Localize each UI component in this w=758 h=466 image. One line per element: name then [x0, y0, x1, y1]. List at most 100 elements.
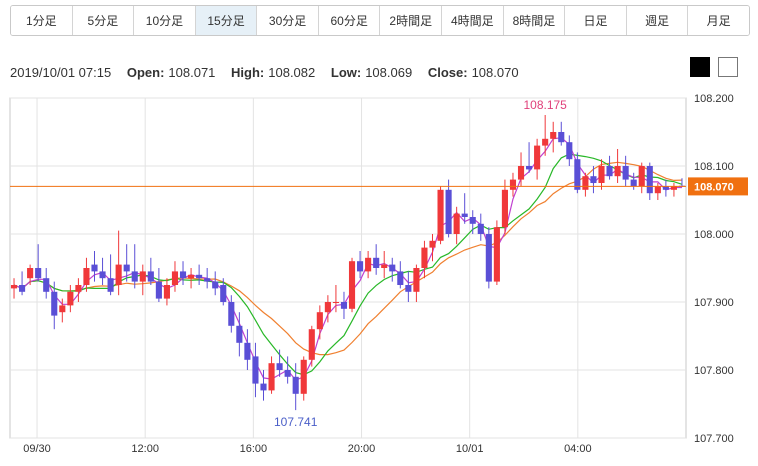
candle-body — [155, 281, 162, 299]
tab-1[interactable]: 5分足 — [72, 6, 135, 35]
x-tick-label: 16:00 — [240, 443, 268, 455]
candle-body — [534, 145, 541, 170]
candle-body — [260, 383, 267, 391]
candle-body — [574, 159, 581, 190]
candle-body — [421, 247, 428, 268]
tab-0[interactable]: 1分足 — [11, 6, 73, 35]
tab-3[interactable]: 15分足 — [195, 6, 258, 35]
y-tick-label: 107.800 — [694, 365, 734, 377]
y-tick-label: 108.100 — [694, 161, 734, 173]
candle-body — [365, 257, 372, 272]
candle-body — [276, 363, 283, 370]
tab-6[interactable]: 2時間足 — [380, 6, 443, 35]
min-annotation: 107.741 — [274, 415, 318, 429]
candle-body — [340, 302, 348, 309]
tab-10[interactable]: 週足 — [626, 6, 689, 35]
candle-body — [188, 274, 195, 279]
black-theme-icon[interactable] — [690, 57, 710, 77]
candle-body — [107, 278, 114, 292]
candle-body — [300, 359, 307, 394]
tab-8[interactable]: 8時間足 — [503, 6, 566, 35]
y-tick-label: 107.900 — [694, 297, 734, 309]
white-theme-icon[interactable] — [718, 57, 738, 77]
candle-body — [429, 240, 436, 248]
candle-body — [123, 264, 130, 272]
candle-body — [550, 132, 557, 139]
candle-body — [252, 356, 259, 384]
candle-body — [670, 186, 677, 190]
candle-body — [389, 264, 396, 272]
candle-body — [91, 264, 98, 272]
candle-body — [163, 285, 170, 299]
y-tick-label: 107.700 — [694, 433, 734, 445]
candle-body — [381, 264, 388, 268]
candle-body — [19, 285, 26, 292]
candle-body — [477, 223, 484, 234]
candle-body — [83, 268, 90, 285]
y-tick-label: 108.000 — [694, 229, 734, 241]
candle-body — [228, 302, 235, 326]
candle-body — [75, 285, 82, 292]
candle-body — [357, 261, 364, 272]
candle-body — [131, 271, 138, 282]
x-tick-label: 20:00 — [348, 443, 376, 455]
candle-body — [179, 271, 187, 279]
candle-body — [638, 166, 645, 187]
candle-body — [268, 363, 275, 391]
candle-body — [51, 291, 58, 316]
plot-frame — [9, 97, 687, 439]
candle-body — [445, 189, 452, 234]
candle-body — [582, 176, 589, 190]
candle-body — [35, 268, 42, 279]
candle-body — [509, 179, 517, 190]
tab-4[interactable]: 30分足 — [257, 6, 319, 35]
tab-7[interactable]: 4時間足 — [442, 6, 504, 35]
x-tick-label: 12:00 — [131, 443, 159, 455]
open-label: Open: — [126, 65, 165, 80]
candle-body — [196, 274, 203, 279]
candle-body — [461, 213, 468, 217]
candle-body — [646, 166, 653, 194]
candle-body — [662, 186, 669, 190]
current-price-tag — [688, 177, 748, 196]
x-tick-label: 04:00 — [564, 443, 592, 455]
low-value: 108.069 — [365, 65, 413, 80]
candle-body — [485, 234, 492, 282]
candle-body — [630, 179, 637, 187]
tab-9[interactable]: 日足 — [565, 6, 627, 35]
candle-body — [526, 166, 533, 170]
tab-5[interactable]: 60分足 — [318, 6, 381, 35]
candle-body — [437, 189, 444, 241]
candle-body — [244, 342, 251, 360]
tab-2[interactable]: 10分足 — [134, 6, 196, 35]
candle-body — [220, 285, 227, 302]
x-tick-label: 10/01 — [456, 443, 484, 455]
candle-body — [373, 257, 380, 268]
timeframe-tabs: 1分足 5分足 10分足 15分足 30分足 60分足 2時間足 4時間足 8時間足 日足 週足 月足 — [10, 5, 750, 36]
candle-body — [324, 302, 331, 313]
candle-body — [204, 278, 211, 282]
candle-body — [59, 305, 66, 313]
close-label: Close: — [427, 65, 468, 80]
candle-body — [292, 376, 299, 394]
close-value: 108.070 — [471, 65, 519, 80]
ma-long-line — [13, 161, 683, 356]
candle-body — [316, 312, 323, 330]
candle-body — [614, 166, 621, 177]
candle-body — [332, 302, 339, 303]
candle-body — [236, 325, 243, 343]
tab-11[interactable]: 月足 — [688, 6, 749, 35]
current-price-label: 108.070 — [694, 181, 734, 193]
candle-body — [171, 271, 179, 285]
candle-body — [493, 227, 500, 282]
ohlc-info: 2019/10/01 07:15 Open: 108.071 High: 108.0… — [10, 65, 519, 80]
candle-body — [99, 271, 106, 279]
candle-body — [606, 166, 613, 177]
candle-body — [147, 271, 154, 282]
candle-body — [405, 285, 412, 292]
candle-body — [27, 268, 34, 279]
candle-body — [558, 132, 565, 143]
candle-body — [469, 217, 476, 224]
candle-body — [348, 261, 356, 309]
candle-body — [10, 285, 18, 289]
